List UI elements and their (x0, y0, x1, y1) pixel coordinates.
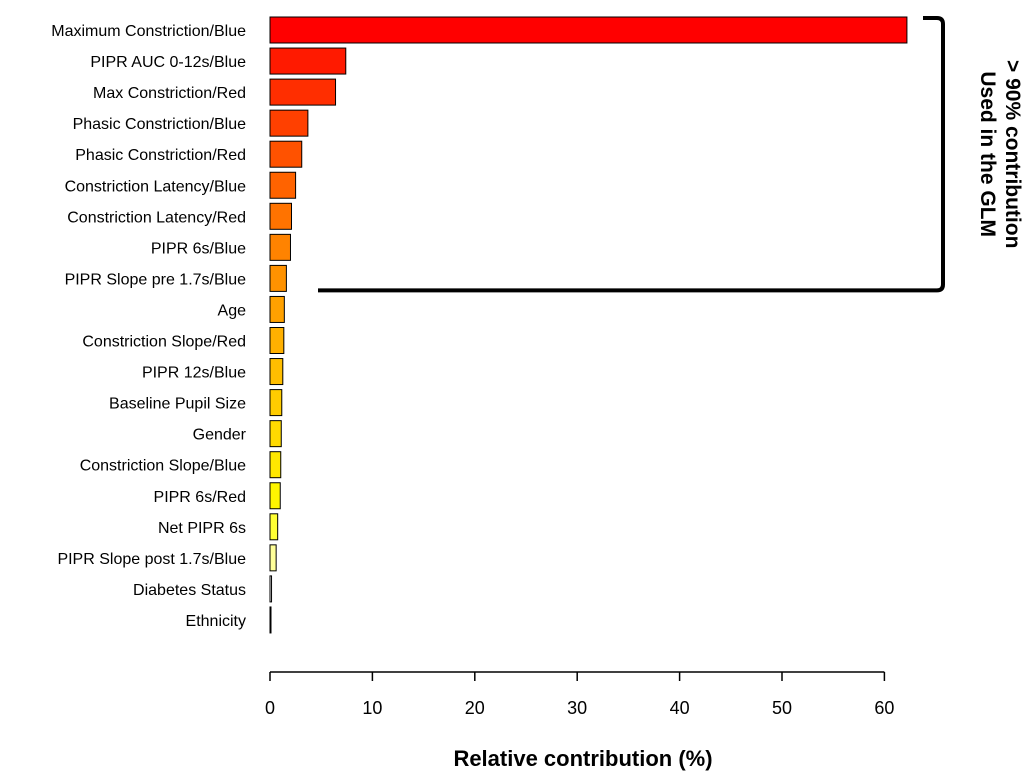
bar-diabetes-status (269, 575, 273, 603)
category-label-constriction-latency-blue: Constriction Latency/Blue (65, 178, 247, 195)
bar-gender (269, 420, 282, 448)
annotation-line-1: > 90% contribution (1001, 60, 1024, 248)
category-label-maximum-constriction-blue: Maximum Constriction/Blue (51, 23, 246, 40)
category-label-pipr-6s-blue: PIPR 6s/Blue (151, 240, 246, 257)
x-tick-label-50: 50 (772, 698, 792, 718)
category-label-ethnicity: Ethnicity (186, 613, 246, 630)
bar-phasic-constriction-red (269, 140, 303, 168)
x-tick-label-40: 40 (670, 698, 690, 718)
bar-maximum-constriction-blue (269, 16, 908, 44)
bar-pipr-6s-blue (269, 233, 291, 261)
category-label-phasic-constriction-red: Phasic Constriction/Red (75, 147, 246, 164)
category-labels: Maximum Constriction/Blue PIPR AUC 0-12s/… (51, 23, 246, 630)
bar-pipr-slope-post-1-7s-blue (269, 544, 277, 572)
bar-constriction-latency-red (269, 202, 293, 230)
bar-net-pipr-6s (269, 513, 279, 541)
bar-ethnicity (269, 606, 272, 634)
annotation-bracket (318, 16, 945, 293)
category-label-constriction-slope-blue: Constriction Slope/Blue (80, 458, 246, 475)
x-tick-label-30: 30 (567, 698, 587, 718)
category-label-max-constriction-red: Max Constriction/Red (93, 85, 246, 102)
bar-age (269, 295, 285, 323)
category-label-pipr-slope-pre-1-7s-blue: PIPR Slope pre 1.7s/Blue (65, 271, 247, 288)
category-label-constriction-slope-red: Constriction Slope/Red (82, 334, 246, 351)
bars-group (269, 16, 908, 634)
bar-baseline-pupil-size (269, 389, 283, 417)
category-label-diabetes-status: Diabetes Status (133, 582, 246, 599)
bar-phasic-constriction-blue (269, 109, 309, 137)
bar-constriction-latency-blue (269, 171, 297, 199)
bar-pipr-slope-pre-1-7s-blue (269, 264, 287, 292)
contribution-annotation: > 90% contribution Used in the GLM (318, 16, 1024, 293)
bar-pipr-12s-blue (269, 358, 284, 386)
bar-max-constriction-red (269, 78, 337, 106)
x-axis: 0 10 20 30 40 50 60 (265, 671, 894, 718)
category-label-phasic-constriction-blue: Phasic Constriction/Blue (73, 116, 247, 133)
x-tick-label-20: 20 (465, 698, 485, 718)
category-label-baseline-pupil-size: Baseline Pupil Size (109, 396, 246, 413)
category-label-constriction-latency-red: Constriction Latency/Red (67, 209, 246, 226)
category-label-net-pipr-6s: Net PIPR 6s (158, 520, 246, 537)
bar-constriction-slope-blue (269, 451, 282, 479)
bar-pipr-6s-red (269, 482, 281, 510)
x-tick-label-0: 0 (265, 698, 275, 718)
x-tick-label-10: 10 (362, 698, 382, 718)
bar-constriction-slope-red (269, 327, 285, 354)
annotation-line-2: Used in the GLM (976, 71, 999, 237)
category-label-gender: Gender (193, 427, 247, 444)
category-label-age: Age (218, 302, 247, 319)
category-label-pipr-12s-blue: PIPR 12s/Blue (142, 365, 246, 382)
category-label-pipr-auc-0-12s-blue: PIPR AUC 0-12s/Blue (90, 54, 246, 71)
category-label-pipr-6s-red: PIPR 6s/Red (154, 489, 246, 506)
x-tick-label-60: 60 (874, 698, 894, 718)
bar-pipr-auc-0-12s-blue (269, 47, 347, 75)
x-axis-title: Relative contribution (%) (453, 746, 712, 771)
category-label-pipr-slope-post-1-7s-blue: PIPR Slope post 1.7s/Blue (57, 551, 246, 568)
